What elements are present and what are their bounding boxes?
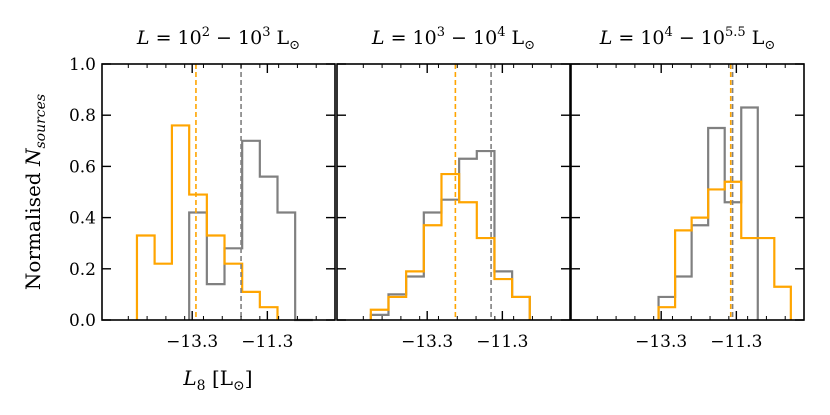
x-tick-label: −13.3 (166, 332, 218, 352)
axes-frame (101, 63, 336, 321)
panel-title: L = 102 − 103 L⊙ (136, 25, 300, 53)
y-tick-label: 0.6 (69, 157, 96, 177)
y-tick-label: 0.2 (69, 260, 96, 280)
y-tick-label: 0.0 (69, 311, 96, 331)
x-tick-label: −11.3 (710, 332, 762, 352)
y-tick-label: 0.4 (69, 209, 96, 229)
y-axis-label: Normalised Nsources (21, 94, 49, 290)
histogram-panel-2: −13.3 −11.3 L = 103 − 104 L⊙ (336, 25, 571, 352)
x-tick-label: −11.3 (476, 332, 528, 352)
orange-histogram-step (135, 124, 279, 320)
x-tick-label: −13.3 (635, 332, 687, 352)
histogram-panel-3: −13.3 −11.3 L = 104 − 105.5 L⊙ (570, 25, 805, 352)
y-tick-label: 1.0 (69, 55, 96, 75)
panel-title: L = 103 − 104 L⊙ (371, 25, 535, 53)
axes-frame (336, 63, 571, 321)
axes-frame (570, 63, 805, 321)
orange-histogram-step (657, 180, 792, 320)
orange-histogram-step (369, 172, 531, 320)
x-tick-label: −11.3 (241, 332, 293, 352)
x-tick-label: −13.3 (401, 332, 453, 352)
grey-histogram-step (369, 149, 531, 320)
panel-title: L = 104 − 105.5 L⊙ (599, 25, 776, 53)
y-tick-label: 0.8 (69, 106, 96, 126)
x-axis-label: L8 [L⊙] (182, 366, 252, 394)
histogram-panel-1: 0.0 0.2 0.4 0.6 0.8 1.0 −13.3 −11.3 L = 102 − 10… (69, 25, 336, 352)
